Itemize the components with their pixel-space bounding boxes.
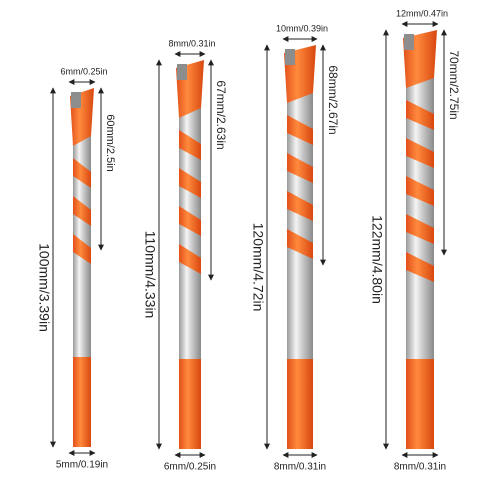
carbide-insert bbox=[71, 92, 81, 108]
tip-width-label: 10mm/0.39in bbox=[276, 23, 328, 33]
tip-width-label: 8mm/0.31in bbox=[168, 38, 215, 48]
flute bbox=[179, 206, 201, 236]
shank-width-label: 5mm/0.19in bbox=[56, 460, 108, 471]
flute bbox=[179, 130, 201, 160]
shank-width-label: 6mm/0.25in bbox=[164, 462, 216, 473]
shank-end bbox=[406, 359, 434, 449]
tip-width-label: 6mm/0.25in bbox=[60, 66, 107, 76]
flute bbox=[406, 138, 434, 168]
flute-length-label: 68mm/2.67in bbox=[326, 65, 340, 134]
flute bbox=[406, 214, 434, 244]
flute bbox=[179, 168, 201, 198]
flute bbox=[287, 191, 313, 221]
flute bbox=[73, 234, 91, 264]
shank-end bbox=[287, 359, 313, 449]
total-length-label: 122mm/4.80in bbox=[369, 215, 385, 304]
shank-end bbox=[179, 359, 201, 449]
flute bbox=[179, 244, 201, 274]
carbide-insert bbox=[177, 64, 187, 80]
flute bbox=[406, 100, 434, 130]
flute bbox=[406, 176, 434, 206]
flute bbox=[73, 196, 91, 226]
flute-length-label: 60mm/2.5in bbox=[104, 114, 116, 171]
shank-width-label: 8mm/0.31in bbox=[394, 462, 446, 473]
carbide-insert bbox=[404, 34, 414, 50]
flute-length-label: 70mm/2.75in bbox=[447, 50, 461, 119]
flute bbox=[287, 229, 313, 259]
total-length-label: 100mm/3.39in bbox=[36, 243, 52, 332]
flute bbox=[406, 252, 434, 282]
flute bbox=[73, 158, 91, 188]
total-length-label: 110mm/4.33in bbox=[142, 231, 158, 319]
tip-width-label: 12mm/0.47in bbox=[396, 8, 448, 18]
flute bbox=[287, 153, 313, 183]
shank-width-label: 8mm/0.31in bbox=[274, 462, 326, 473]
flute bbox=[287, 115, 313, 145]
total-length-label: 120mm/4.72in bbox=[250, 223, 266, 312]
shank-end bbox=[73, 357, 91, 447]
flute-length-label: 67mm/2.63in bbox=[214, 80, 228, 149]
carbide-insert bbox=[285, 49, 295, 65]
